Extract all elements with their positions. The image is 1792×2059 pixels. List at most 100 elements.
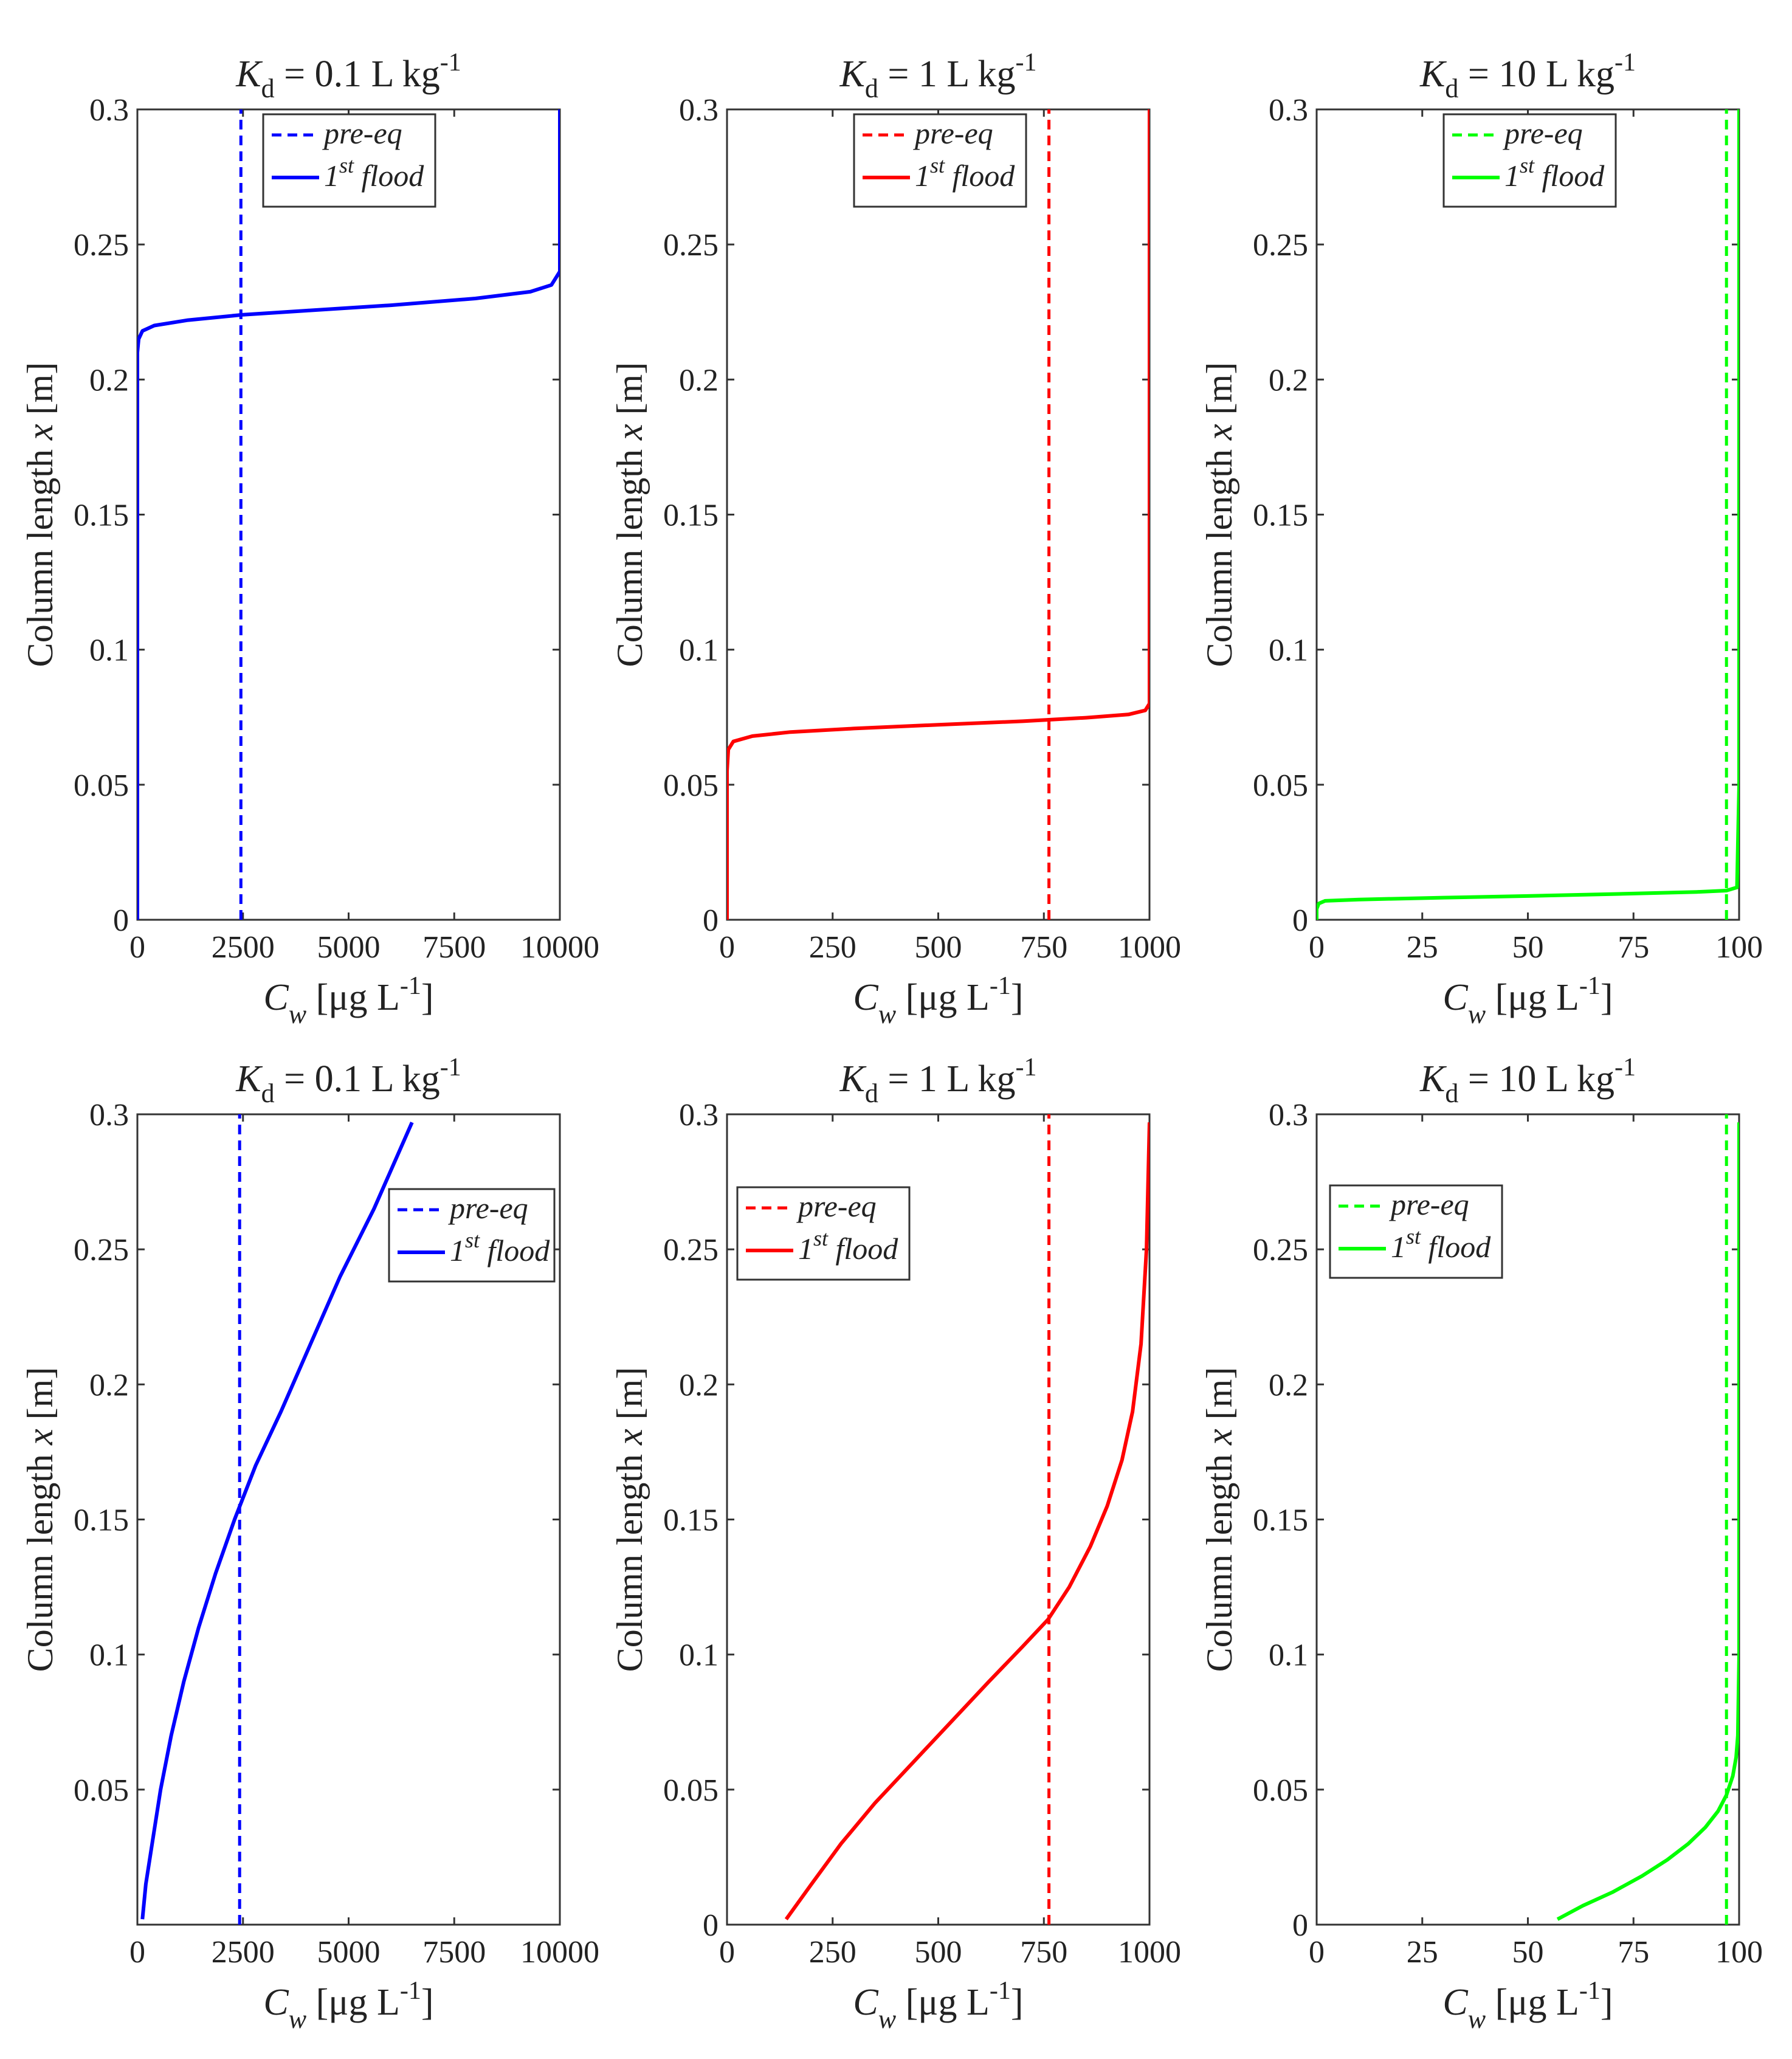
- x-axis-label: Cw [μg L-1]: [1442, 972, 1613, 1029]
- panel-bottom-left: 0 2500 5000 7500 10000 0.05 0.1 0.15 0.2 0.25 0.3 K…: [20, 1054, 599, 2034]
- x-tick-label: 25: [1407, 1935, 1438, 1970]
- chart-title: Kd = 0.1 L kg-1: [235, 1054, 461, 1108]
- plot-area: [1315, 108, 1740, 921]
- y-tick-label: 0.1: [1269, 633, 1308, 668]
- legend-label-pre-eq: pre-eq: [796, 1189, 877, 1223]
- chart-title: Kd = 1 L kg-1: [839, 1054, 1037, 1108]
- y-tick-label: 0.1: [679, 633, 719, 668]
- y-axis-label: Column length x [m]: [610, 1367, 650, 1672]
- y-tick-label: 0.25: [1253, 1233, 1308, 1267]
- chart-title: Kd = 10 L kg-1: [1419, 49, 1636, 103]
- x-tick-label: 0: [1309, 930, 1325, 965]
- y-tick-label: 0.05: [663, 1773, 719, 1808]
- y-tick-label: 0.2: [1269, 363, 1308, 398]
- panel-bottom-middle: 0 250 500 750 1000 0 0.05 0.1 0.15 0.2 0.25 0.3 Kd =…: [610, 1054, 1181, 2034]
- legend-label-first-flood: 1st flood: [1391, 1224, 1491, 1264]
- x-tick-label: 2500: [212, 1935, 275, 1970]
- x-tick-label: 100: [1715, 1935, 1763, 1970]
- first-flood-line: [137, 109, 560, 920]
- x-tick-label: 5000: [317, 930, 381, 965]
- x-tick-label: 2500: [212, 930, 275, 965]
- y-tick-label: 0.1: [89, 633, 129, 668]
- first-flood-line: [784, 1122, 1149, 1920]
- legend-box: [388, 1188, 556, 1283]
- x-tick-label: 500: [915, 930, 962, 965]
- legend-label-pre-eq: pre-eq: [1503, 116, 1583, 150]
- y-tick-label: 0.1: [89, 1638, 129, 1673]
- y-tick-label: 0.15: [74, 498, 129, 533]
- panel-bottom-right: 0 25 50 75 100 0 0.05 0.1 0.15 0.2 0.25 0.3 Kd = 10 …: [1199, 1054, 1763, 2034]
- x-tick-label: 7500: [422, 930, 486, 965]
- y-tick-label: 0.3: [89, 1098, 129, 1133]
- legend-label-first-flood: 1st flood: [1504, 153, 1605, 193]
- legend-box: [1442, 113, 1617, 208]
- x-tick-label: 5000: [317, 1935, 381, 1970]
- y-axis-label: Column length x [m]: [1199, 362, 1239, 667]
- legend-label-pre-eq: pre-eq: [913, 116, 993, 150]
- x-tick-label: 7500: [422, 1935, 486, 1970]
- x-tick-label: 25: [1407, 930, 1438, 965]
- y-tick-label: 0.1: [1269, 1638, 1308, 1673]
- y-tick-label: 0.25: [74, 228, 129, 263]
- y-tick-label: 0.15: [663, 498, 719, 533]
- y-tick-label: 0.05: [74, 1773, 129, 1808]
- x-axis-label: Cw [μg L-1]: [263, 972, 433, 1029]
- first-flood-line: [727, 109, 1149, 920]
- y-tick-label: 0: [703, 903, 719, 938]
- chart-title: Kd = 10 L kg-1: [1419, 1054, 1636, 1108]
- plot-area: [136, 108, 561, 921]
- legend-box: [736, 1186, 911, 1281]
- y-tick-label: 0.15: [1253, 1503, 1308, 1538]
- first-flood-line: [1556, 1122, 1739, 1921]
- legend-label-pre-eq: pre-eq: [448, 1191, 528, 1225]
- y-tick-label: 0.2: [1269, 1368, 1308, 1402]
- x-tick-label: 500: [915, 1935, 962, 1970]
- x-tick-label: 75: [1618, 930, 1649, 965]
- y-tick-label: 0.15: [1253, 498, 1308, 533]
- first-flood-line: [140, 1122, 414, 1920]
- y-tick-label: 0: [1292, 903, 1308, 938]
- y-tick-label: 0.2: [89, 363, 129, 398]
- legend-label-pre-eq: pre-eq: [1389, 1187, 1469, 1221]
- x-tick-label: 250: [809, 930, 856, 965]
- first-flood-line: [1317, 109, 1739, 920]
- y-tick-label: 0.3: [1269, 1098, 1308, 1133]
- legend-label-first-flood: 1st flood: [915, 153, 1015, 193]
- x-tick-label: 250: [809, 1935, 856, 1970]
- y-tick-label: 0: [703, 1908, 719, 1943]
- panel-top-middle: 0 250 500 750 1000 0 0.05 0.1 0.15 0.2 0.25 0.3 Kd =…: [610, 49, 1181, 1029]
- y-tick-label: 0.05: [1253, 768, 1308, 803]
- x-tick-label: 75: [1618, 1935, 1649, 1970]
- x-tick-label: 1000: [1118, 1935, 1181, 1970]
- y-tick-label: 0.3: [1269, 93, 1308, 128]
- y-tick-label: 0.25: [663, 228, 719, 263]
- x-axis-label: Cw [μg L-1]: [263, 1977, 433, 2034]
- legend-label-pre-eq: pre-eq: [322, 116, 402, 150]
- y-axis-label: Column length x [m]: [20, 1367, 60, 1672]
- y-tick-label: 0: [113, 903, 129, 938]
- x-tick-label: 10000: [520, 1935, 599, 1970]
- y-tick-label: 0.2: [89, 1368, 129, 1402]
- y-tick-label: 0.2: [679, 363, 719, 398]
- x-tick-label: 0: [719, 1935, 735, 1970]
- panel-top-right: 0 25 50 75 100 0 0.05 0.1 0.15 0.2 0.25 0.3 Kd = 10 …: [1199, 49, 1763, 1029]
- y-tick-label: 0.1: [679, 1638, 719, 1673]
- y-tick-label: 0.3: [89, 93, 129, 128]
- y-tick-label: 0.15: [74, 1503, 129, 1538]
- x-tick-label: 0: [129, 930, 145, 965]
- y-tick-label: 0.2: [679, 1368, 719, 1402]
- legend-label-first-flood: 1st flood: [450, 1228, 550, 1267]
- y-tick-label: 0.25: [663, 1233, 719, 1267]
- legend-label-first-flood: 1st flood: [798, 1226, 898, 1266]
- legend-box: [1329, 1184, 1503, 1279]
- legend-box: [262, 113, 436, 208]
- y-tick-label: 0: [1292, 1908, 1308, 1943]
- chart-title: Kd = 0.1 L kg-1: [235, 49, 461, 103]
- x-axis-label: Cw [μg L-1]: [853, 972, 1023, 1029]
- x-axis-label: Cw [μg L-1]: [853, 1977, 1023, 2034]
